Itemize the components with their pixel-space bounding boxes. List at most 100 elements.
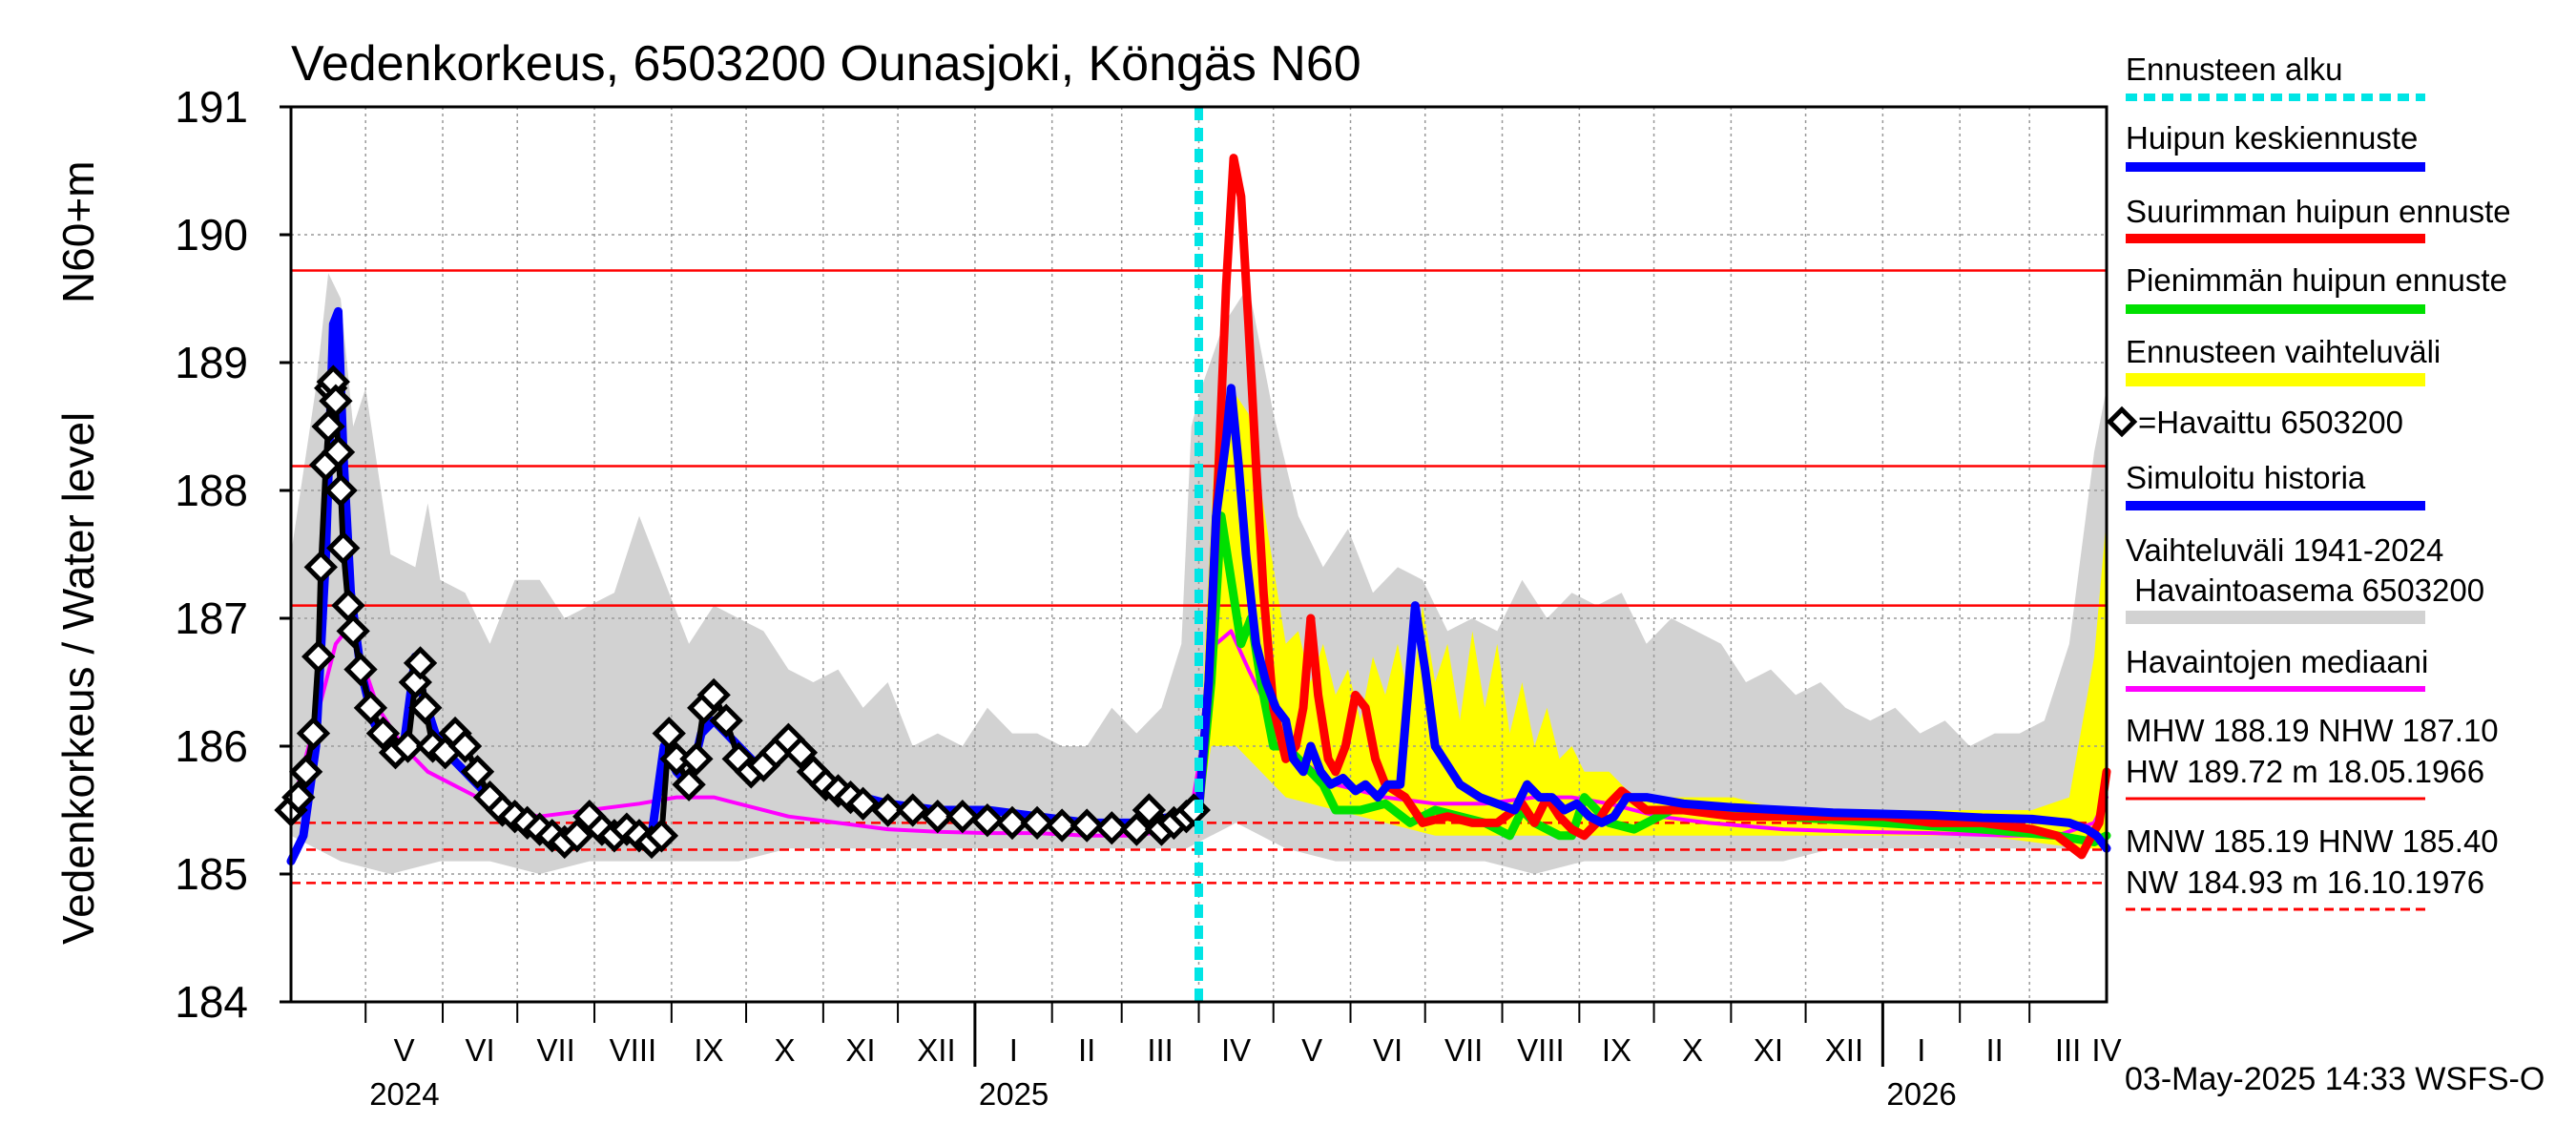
- y-tick-label: 188: [175, 466, 248, 515]
- observed-point: [679, 741, 714, 777]
- observed-point: [1020, 805, 1054, 841]
- x-month-label: I: [1917, 1032, 1925, 1068]
- x-month-label: V: [394, 1032, 415, 1068]
- legend-min-peak: Pienimmän huipun ennuste: [2126, 262, 2507, 298]
- x-month-label: IV: [2091, 1032, 2121, 1068]
- x-month-label: XII: [917, 1032, 955, 1068]
- observed-point: [311, 409, 345, 444]
- legend-max-peak: Suurimman huipun ennuste: [2126, 194, 2511, 229]
- x-year-label: 2025: [979, 1076, 1049, 1112]
- observed-point: [560, 819, 594, 853]
- x-month-label: VI: [466, 1032, 495, 1068]
- x-month-label: II: [1078, 1032, 1095, 1068]
- legend-forecast-start: Ennusteen alku: [2126, 52, 2343, 87]
- x-month-label: IX: [1602, 1032, 1631, 1068]
- x-month-label: X: [1682, 1032, 1703, 1068]
- x-month-label: IV: [1221, 1032, 1251, 1068]
- x-month-label: VII: [1444, 1032, 1483, 1068]
- x-month-label: III: [2055, 1032, 2082, 1068]
- y-tick-label: 185: [175, 849, 248, 899]
- observed-point: [672, 767, 706, 802]
- observed-point: [460, 755, 495, 789]
- legend: Ennusteen alku Huipun keskiennuste Suuri…: [2106, 52, 2511, 911]
- observed-point: [652, 716, 686, 751]
- observed-point: [326, 531, 361, 566]
- x-month-label: VIII: [610, 1032, 657, 1068]
- observed-point: [1132, 793, 1167, 827]
- x-month-label: XI: [845, 1032, 875, 1068]
- legend-simulated: Simuloitu historia: [2126, 460, 2366, 495]
- legend-forecast-range: Ennusteen vaihteluväli: [2126, 334, 2441, 369]
- observed-point: [408, 691, 443, 725]
- y-axis-label: Vedenkorkeus / Water level: [53, 412, 103, 945]
- observed-point: [1070, 808, 1104, 843]
- observed-point: [1094, 811, 1129, 845]
- observed-point: [945, 800, 980, 834]
- x-year-label: 2026: [1886, 1076, 1956, 1112]
- observed-point: [447, 729, 483, 763]
- observed-point: [331, 588, 365, 623]
- observed-point: [696, 677, 731, 713]
- observed-point: [365, 716, 401, 751]
- observed-point: [970, 803, 1005, 838]
- legend-stats-mnw-hnw: MNW 185.19 HNW 185.40: [2126, 823, 2499, 859]
- x-month-label: III: [1147, 1032, 1174, 1068]
- y-tick-label: 186: [175, 721, 248, 771]
- legend-mean-peak: Huipun keskiennuste: [2126, 120, 2418, 156]
- observed-point: [303, 550, 338, 585]
- legend-range-line2: Havaintoasema 6503200: [2126, 572, 2484, 608]
- observed-point: [323, 473, 358, 508]
- observed-point: [403, 646, 438, 680]
- observed-point: [319, 384, 353, 418]
- observed-point: [709, 703, 743, 738]
- x-month-label: VIII: [1517, 1032, 1565, 1068]
- observed-point: [659, 741, 694, 777]
- observed-point: [995, 805, 1029, 841]
- legend-stats-hw: HW 189.72 m 18.05.1966: [2126, 754, 2484, 789]
- x-month-label: V: [1301, 1032, 1322, 1068]
- observed-point: [896, 793, 930, 827]
- observed-point: [301, 639, 336, 674]
- x-month-label: VI: [1373, 1032, 1402, 1068]
- x-year-label: 2024: [369, 1076, 439, 1112]
- forecast-range-band: [1198, 387, 2107, 849]
- observed-point: [296, 716, 331, 751]
- legend-stats-nw: NW 184.93 m 16.10.1976: [2126, 864, 2484, 900]
- legend-median: Havaintojen mediaani: [2126, 644, 2428, 679]
- y-tick-label: 191: [175, 82, 248, 132]
- observed-point: [390, 729, 426, 763]
- footer-timestamp: 03-May-2025 14:33 WSFS-O: [2125, 1061, 2545, 1097]
- x-month-label: X: [774, 1032, 795, 1068]
- observed-point: [1045, 808, 1079, 843]
- observed-point: [921, 800, 955, 834]
- observed-point: [783, 736, 819, 770]
- mean-peak-forecast-line: [1195, 384, 2111, 853]
- y-tick-label: 190: [175, 210, 248, 260]
- observed-point: [1119, 812, 1153, 846]
- chart-title: Vedenkorkeus, 6503200 Ounasjoki, Köngäs …: [291, 36, 1361, 92]
- observed-point: [845, 786, 881, 821]
- x-month-label: II: [1986, 1032, 2004, 1068]
- x-month-label: IX: [694, 1032, 723, 1068]
- observed-point: [353, 691, 388, 725]
- y-axis-unit: N60+m: [53, 160, 103, 303]
- x-month-label: I: [1009, 1032, 1018, 1068]
- x-month-label: VII: [536, 1032, 574, 1068]
- observed-point: [343, 652, 378, 687]
- x-month-label: XII: [1825, 1032, 1863, 1068]
- y-tick-label: 184: [175, 977, 248, 1027]
- legend-range-line1: Vaihteluväli 1941-2024: [2126, 532, 2443, 568]
- observed-point: [870, 793, 905, 827]
- observed-point: [288, 755, 323, 789]
- observed-point: [321, 435, 356, 469]
- legend-stats-mhw-nhw: MHW 188.19 NHW 187.10: [2126, 713, 2499, 748]
- observed-point: [336, 614, 370, 649]
- y-tick-label: 187: [175, 593, 248, 643]
- observed-point: [644, 819, 679, 853]
- legend-observed-marker: [2106, 406, 2138, 438]
- x-month-label: XI: [1754, 1032, 1783, 1068]
- y-tick-label: 189: [175, 338, 248, 387]
- legend-observed: =Havaittu 6503200: [2138, 405, 2403, 440]
